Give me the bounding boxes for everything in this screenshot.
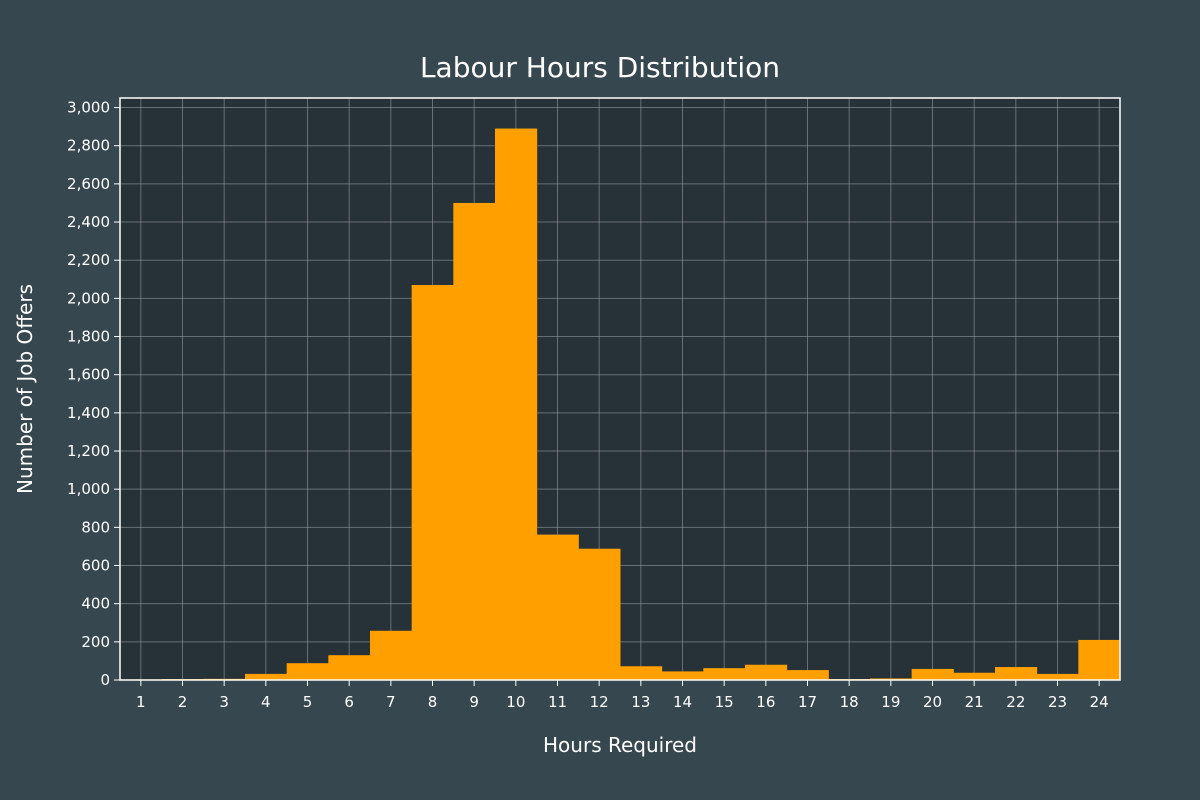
x-tick-label: 19	[881, 693, 900, 711]
y-tick-label: 1,200	[67, 442, 110, 460]
x-tick-label: 24	[1090, 693, 1109, 711]
bar-17	[786, 670, 829, 680]
x-tick-label: 9	[469, 693, 479, 711]
grid	[120, 98, 1120, 681]
x-tick-label: 10	[506, 693, 525, 711]
y-tick-label: 2,800	[67, 137, 110, 155]
bar-7	[370, 630, 413, 680]
x-tick-label: 7	[386, 693, 396, 711]
x-tick-label: 16	[756, 693, 775, 711]
bar-21	[953, 672, 996, 680]
y-tick-label: 400	[81, 595, 110, 613]
bar-4	[245, 673, 288, 680]
y-tick-label: 2,400	[67, 213, 110, 231]
bar-10	[495, 128, 538, 681]
bar-24	[1078, 639, 1121, 680]
x-tick-label: 20	[923, 693, 942, 711]
x-tick-label: 22	[1006, 693, 1025, 711]
x-tick-label: 17	[798, 693, 817, 711]
x-tick-label: 18	[840, 693, 859, 711]
bar-5	[286, 663, 329, 680]
x-tick-label: 5	[303, 693, 313, 711]
x-tick-label: 14	[673, 693, 692, 711]
x-tick-label: 2	[178, 693, 188, 711]
x-tick-label: 12	[590, 693, 609, 711]
x-tick-label: 21	[965, 693, 984, 711]
bar-9	[453, 202, 496, 681]
y-tick-label: 2,600	[67, 175, 110, 193]
x-tick-label: 11	[548, 693, 567, 711]
y-tick-label: 3,000	[67, 99, 110, 117]
plot-frame	[119, 97, 1121, 681]
x-axis-title: Hours Required	[543, 733, 697, 757]
bar-6	[328, 655, 371, 680]
y-tick-label: 2,000	[67, 289, 110, 307]
y-tick-label: 1,800	[67, 328, 110, 346]
bar-22	[995, 667, 1038, 680]
y-tick-label: 2,200	[67, 251, 110, 269]
y-tick-label: 600	[81, 557, 110, 575]
bar-11	[536, 534, 579, 680]
bar-15	[703, 668, 746, 680]
bar-16	[745, 664, 788, 680]
x-tick-label: 15	[715, 693, 734, 711]
x-tick-label: 4	[261, 693, 271, 711]
x-tick-label: 3	[219, 693, 229, 711]
bar-14	[661, 671, 704, 680]
bar-12	[578, 548, 621, 680]
y-tick-label: 1,600	[67, 366, 110, 384]
bars	[120, 128, 1121, 681]
x-axis-ticks: 1 2 3 4 5 6 7 8 9 10 11 12 13 14 15 16 17 18 19 20 21 22 23 24	[136, 680, 1109, 711]
y-tick-label: 200	[81, 633, 110, 651]
bar-19	[870, 678, 913, 680]
x-tick-label: 1	[136, 693, 146, 711]
bar-23	[1036, 673, 1079, 680]
y-tick-label: 1,400	[67, 404, 110, 422]
y-axis-title: Number of Job Offers	[13, 284, 37, 494]
bar-13	[620, 666, 663, 680]
bar-8	[411, 285, 454, 680]
x-tick-label: 13	[631, 693, 650, 711]
x-tick-label: 6	[344, 693, 354, 711]
x-tick-label: 8	[428, 693, 438, 711]
bar-20	[911, 668, 954, 680]
chart-title: Labour Hours Distribution	[420, 51, 780, 84]
y-tick-label: 1,000	[67, 480, 110, 498]
x-tick-label: 23	[1048, 693, 1067, 711]
y-tick-label: 0	[100, 671, 110, 689]
y-axis-ticks: 0 200 400 600 800 1,000 1,200 1,400 1,600 1,800 2,…	[67, 99, 120, 689]
y-tick-label: 800	[81, 518, 110, 536]
